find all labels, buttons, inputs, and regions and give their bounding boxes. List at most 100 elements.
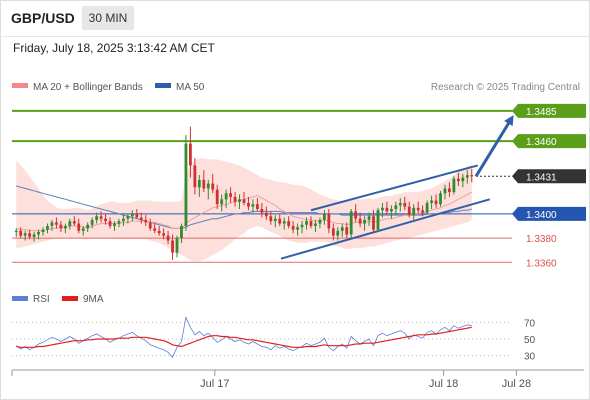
candle-body (238, 199, 241, 202)
candle-body (309, 221, 313, 226)
candle-body (46, 225, 49, 230)
main-legend: MA 20 + Bollinger Bands MA 50 Research ©… (12, 82, 580, 93)
candle-body (305, 221, 308, 225)
candle-body (412, 207, 416, 216)
candle-body (86, 224, 90, 229)
candle-body (175, 238, 179, 253)
timeframe-badge[interactable]: 30 MIN (82, 6, 134, 30)
ma9-legend-label: 9MA (83, 294, 104, 305)
candle-body (287, 221, 291, 226)
candle-body (273, 218, 277, 222)
candle-body (443, 188, 447, 194)
candle-body (456, 178, 460, 182)
candle-body (354, 211, 358, 219)
candle-body (139, 217, 143, 220)
x-tick-label: Jul 18 (429, 378, 458, 390)
candle-body (322, 213, 326, 220)
candle-body (247, 202, 250, 207)
candle-body (202, 179, 206, 189)
candle-body (180, 225, 183, 239)
candle-body (452, 178, 456, 193)
candle-body (193, 165, 197, 188)
candle-body (278, 218, 282, 224)
bollinger-band-fill (16, 158, 472, 262)
candle-body (68, 221, 72, 226)
x-tick-label: Jul 17 (200, 378, 229, 390)
candle-body (430, 200, 433, 203)
candle-body (157, 230, 161, 234)
ma50-line (16, 185, 472, 229)
candle-body (153, 228, 157, 231)
rsi-legend-label: RSI (33, 294, 50, 305)
candle-body (448, 188, 451, 193)
rsi-legend-swatch (12, 296, 28, 301)
candle-body (126, 216, 130, 219)
channel-lower-line (280, 198, 491, 260)
candle-body (63, 225, 67, 229)
candle-body (264, 212, 268, 217)
rsi-series-9ma (16, 326, 472, 348)
candle-body (465, 175, 469, 178)
candle-body (372, 216, 375, 230)
candle-body (211, 183, 215, 190)
research-credit: Research © 2025 Trading Central (431, 82, 580, 93)
ma9-legend-swatch (62, 296, 78, 301)
candle-body (113, 223, 116, 226)
candle-body (37, 232, 40, 235)
candle-body (50, 222, 54, 226)
candle-body (394, 205, 398, 210)
candle-body (470, 175, 474, 177)
candle-body (421, 210, 425, 213)
candle-body (300, 224, 304, 228)
level-tag-resistance (512, 103, 586, 118)
forecast-arrow (474, 115, 514, 178)
candle-body (148, 222, 152, 229)
level-tag-resistance (512, 134, 586, 149)
candle-body (171, 240, 174, 253)
level-tag-last (512, 169, 586, 184)
candle-body (434, 200, 438, 205)
level-label-resistance: 1.3485 (526, 107, 557, 118)
candle-body (255, 204, 259, 210)
candle-body (345, 227, 349, 235)
candle-body (389, 209, 393, 212)
candle-body (403, 202, 407, 207)
candle-body (14, 230, 18, 233)
candle-body (367, 216, 371, 220)
level-label-support: 1.3360 (526, 258, 557, 269)
candle-body (55, 222, 58, 225)
candle-body (19, 230, 23, 236)
candle-body (184, 143, 188, 226)
candle-body (291, 225, 295, 230)
candle-body (269, 216, 273, 222)
candle-body (340, 227, 344, 231)
candle-body (28, 233, 32, 237)
candle-body (166, 235, 170, 241)
candle-body (336, 230, 340, 236)
header-bar: GBP/USD 30 MIN (0, 0, 590, 37)
candle-body (314, 223, 317, 226)
candle-body (189, 143, 192, 166)
candle-body (122, 218, 125, 222)
candle-body (144, 219, 148, 223)
candle-body (108, 221, 112, 226)
candle-body (363, 219, 366, 224)
candle-body (318, 219, 322, 224)
rsi-tick-label: 30 (524, 352, 536, 363)
level-label-support: 1.3380 (526, 234, 557, 245)
candle-body (381, 207, 384, 211)
candle-body (242, 199, 246, 203)
candle-body (260, 209, 264, 213)
candle-body (358, 218, 362, 224)
candle-body (104, 218, 107, 222)
candle-body (461, 177, 465, 182)
candle-body (77, 223, 81, 231)
candle-body (385, 207, 389, 212)
instrument-title: GBP/USD (11, 10, 75, 26)
candle-body (99, 216, 103, 219)
candle-body (327, 213, 331, 229)
level-label-resistance: 1.3460 (526, 137, 557, 148)
candle-body (135, 213, 139, 218)
candle-body (215, 189, 219, 205)
candle-body (130, 213, 134, 217)
